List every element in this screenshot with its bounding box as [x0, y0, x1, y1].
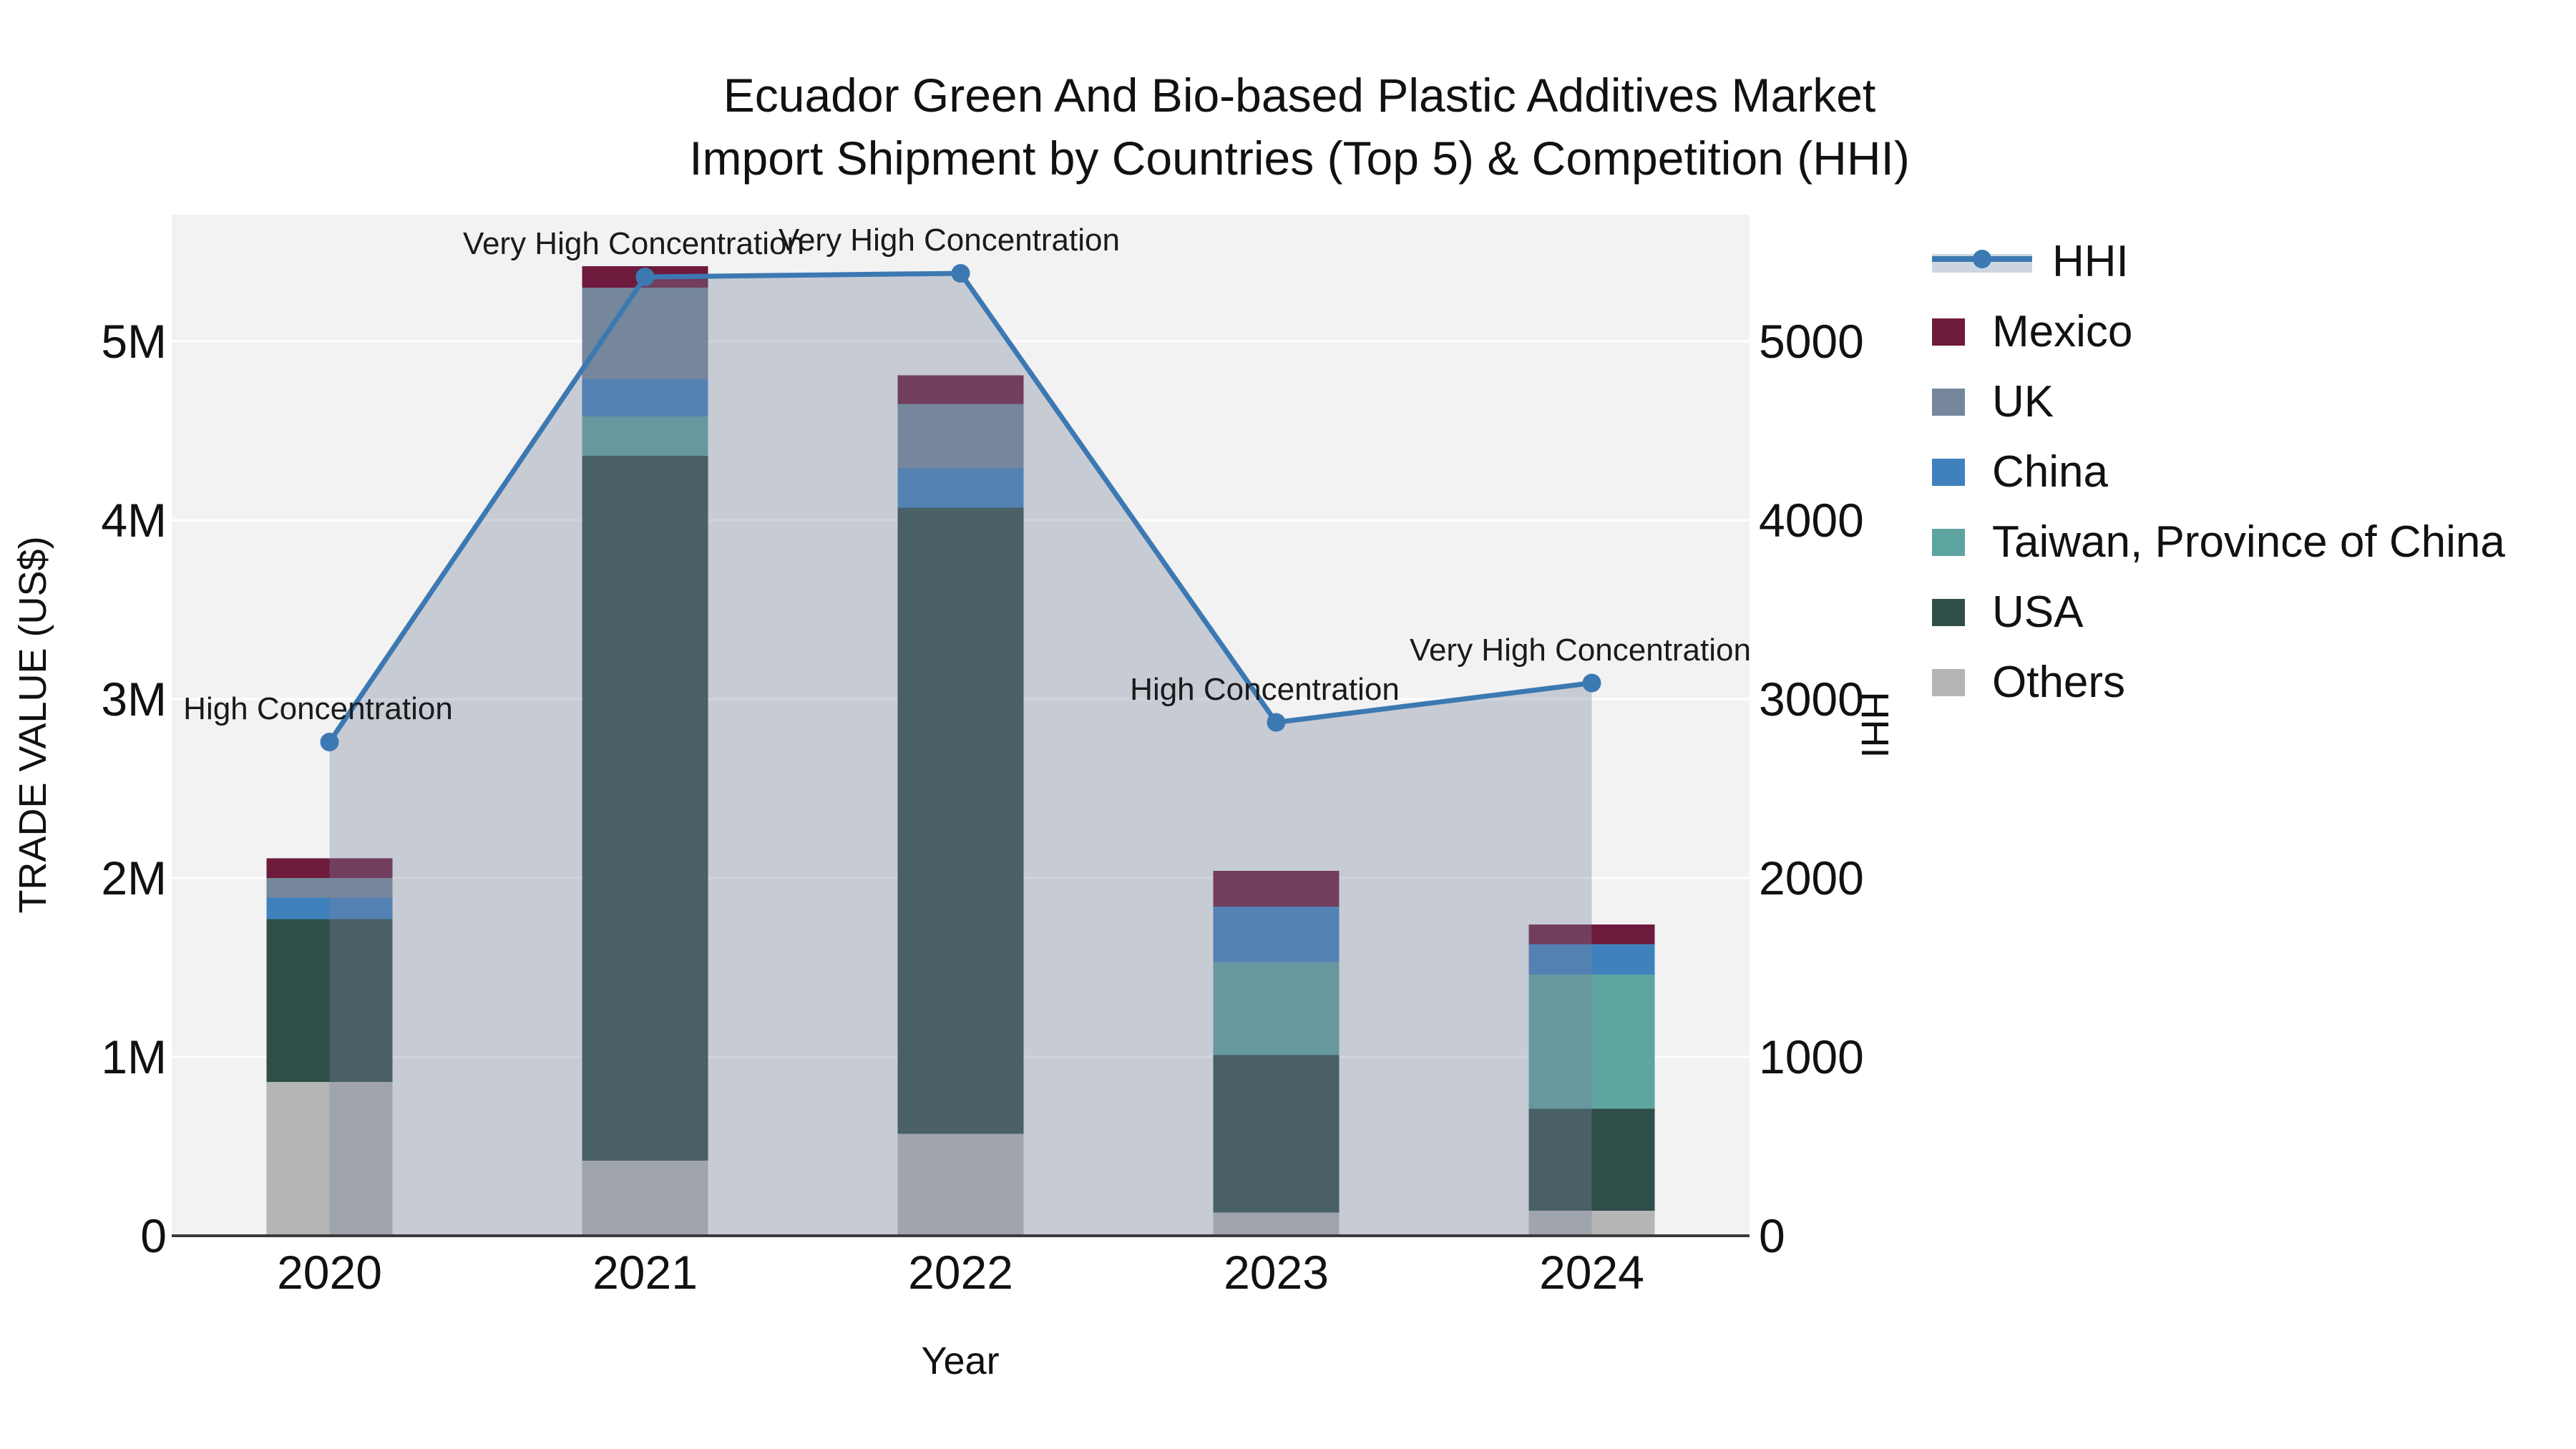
right-axis-tick-2000: 2000 — [1759, 852, 1864, 904]
right-axis-tick-4000: 4000 — [1759, 494, 1864, 547]
bar-segment-2022-usa — [897, 507, 1024, 1134]
hhi-marker-2024 — [1582, 673, 1601, 693]
bar-segment-2023-taiwan-province-of-china — [1213, 962, 1340, 1055]
bar-segment-2023-china — [1213, 907, 1340, 962]
x-axis-tick-2023: 2023 — [1224, 1246, 1329, 1299]
legend-swatch-icon — [1932, 389, 1965, 416]
legend-item-hhi[interactable]: HHI — [1932, 240, 2129, 284]
left-axis-tick-5M: 5M — [101, 315, 167, 368]
bar-segment-2020-usa — [266, 919, 393, 1082]
legend-swatch-icon — [1932, 529, 1965, 556]
bar-segment-2023-mexico — [1213, 871, 1340, 907]
bar-segment-2020-uk — [266, 878, 393, 898]
legend-swatch-icon — [1932, 669, 1965, 696]
annotation-2023: High Concentration — [1130, 671, 1400, 707]
legend-swatch-icon — [1932, 459, 1965, 486]
bar-segment-2021-china — [582, 379, 708, 416]
legend-item-taiwan-province-of-china[interactable]: Taiwan, Province of China — [1932, 520, 2505, 565]
left-axis-title: TRADE VALUE (US$) — [11, 536, 54, 914]
left-axis-tick-1M: 1M — [101, 1030, 167, 1083]
bar-segment-2020-mexico — [266, 858, 393, 878]
legend-item-china[interactable]: China — [1932, 450, 2108, 494]
x-axis-tick-2024: 2024 — [1539, 1246, 1644, 1299]
hhi-marker-2021 — [635, 268, 655, 286]
legend-label: USA — [1992, 587, 2084, 637]
legend-label: UK — [1992, 377, 2054, 426]
bar-segment-2024-taiwan-province-of-china — [1528, 975, 1655, 1109]
chart-title-line2: Import Shipment by Countries (Top 5) & C… — [689, 132, 1910, 185]
legend-swatch-icon — [1932, 599, 1965, 626]
bar-segment-2022-others — [897, 1133, 1024, 1236]
bar-segment-2024-usa — [1528, 1108, 1655, 1211]
hhi-marker-2023 — [1267, 713, 1286, 732]
hhi-marker-2020 — [320, 733, 339, 751]
x-axis-title: Year — [921, 1340, 1000, 1382]
legend-item-others[interactable]: Others — [1932, 660, 2125, 705]
legend-item-usa[interactable]: USA — [1932, 590, 2083, 635]
right-axis-tick-0: 0 — [1759, 1209, 1785, 1262]
legend-label: Mexico — [1992, 307, 2133, 356]
legend-item-mexico[interactable]: Mexico — [1932, 310, 2132, 354]
hhi-area-band — [329, 273, 1592, 1236]
legend-label: China — [1992, 447, 2108, 497]
legend-item-uk[interactable]: UK — [1932, 380, 2054, 424]
bar-segment-2021-others — [582, 1161, 708, 1236]
right-axis-title: HHI — [1853, 691, 1896, 758]
annotation-2020: High Concentration — [183, 691, 453, 726]
legend-swatch-icon — [1932, 318, 1965, 346]
bar-segment-2021-uk — [582, 288, 708, 379]
bar-segment-2024-others — [1528, 1211, 1655, 1236]
bar-segment-2022-china — [897, 468, 1024, 508]
x-axis-tick-2022: 2022 — [908, 1246, 1013, 1299]
annotation-2021: Very High Concentration — [463, 226, 804, 261]
right-axis-tick-3000: 3000 — [1759, 673, 1864, 726]
legend-label: Others — [1992, 658, 2126, 707]
left-axis-tick-4M: 4M — [101, 494, 167, 547]
bar-segment-2023-usa — [1213, 1055, 1340, 1213]
bar-segment-2022-uk — [897, 404, 1024, 469]
bar-segment-2023-others — [1213, 1212, 1340, 1236]
bar-segment-2021-taiwan-province-of-china — [582, 416, 708, 456]
left-axis-tick-0: 0 — [140, 1209, 167, 1262]
right-axis-tick-1000: 1000 — [1759, 1030, 1864, 1083]
right-axis-tick-5000: 5000 — [1759, 315, 1864, 368]
x-axis-tick-2020: 2020 — [277, 1246, 382, 1299]
bar-segment-2024-mexico — [1528, 924, 1655, 945]
left-axis-tick-2M: 2M — [101, 852, 167, 904]
legend-label: HHI — [2052, 237, 2129, 286]
x-axis-tick-2021: 2021 — [592, 1246, 698, 1299]
hhi-line-symbol-icon — [1932, 246, 2032, 278]
annotation-2024: Very High Concentration — [1410, 632, 1751, 668]
annotation-2022: Very High Concentration — [779, 223, 1120, 258]
legend-label: Taiwan, Province of China — [1992, 517, 2505, 567]
bar-segment-2020-others — [266, 1082, 393, 1236]
left-axis-tick-3M: 3M — [101, 673, 167, 726]
bar-segment-2024-china — [1528, 944, 1655, 975]
hhi-marker-2022 — [951, 264, 970, 283]
chart-title-line1: Ecuador Green And Bio-based Plastic Addi… — [723, 69, 1876, 122]
bar-segment-2020-china — [266, 897, 393, 919]
bar-segment-2021-usa — [582, 456, 708, 1161]
bar-segment-2022-mexico — [897, 375, 1024, 404]
